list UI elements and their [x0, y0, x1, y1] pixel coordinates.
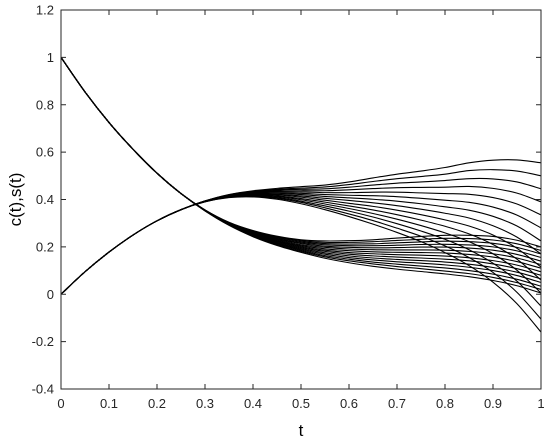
y-tick-label: -0.2 [32, 334, 54, 349]
y-tick-label: 0.6 [36, 145, 54, 160]
x-tick-label: 0.5 [292, 396, 310, 411]
series-line-26 [60, 169, 542, 295]
series-line-13 [60, 57, 542, 248]
y-tick-label: 1.2 [36, 3, 54, 18]
y-tick-label: 0.4 [36, 192, 54, 207]
series-line-11 [60, 57, 542, 255]
series-line-9 [60, 57, 542, 262]
x-tick-label: 0.1 [100, 396, 118, 411]
x-tick-label: 0.7 [388, 396, 406, 411]
x-tick-label: 0.3 [196, 396, 214, 411]
y-axis-label: c(t),s(t) [6, 173, 25, 227]
curves-group [60, 57, 542, 333]
y-tick-label: 1 [47, 50, 54, 65]
y-tick-label: -0.4 [32, 382, 54, 397]
x-axis-label: t [299, 421, 304, 440]
series-line-27 [60, 159, 542, 295]
y-tick-label: 0.8 [36, 97, 54, 112]
series-line-12 [60, 57, 542, 251]
y-axis: -0.4 -0.2 0 0.2 0.4 0.6 0.8 1 1.2 [32, 3, 541, 397]
x-tick-label: 0.8 [436, 396, 454, 411]
series-line-10 [60, 57, 542, 259]
x-tick-label: 0.2 [148, 396, 166, 411]
y-tick-label: 0 [47, 287, 54, 302]
x-axis: 0 0.1 0.2 0.3 0.4 0.5 0.6 0.7 0.8 0.9 1 [57, 10, 545, 411]
y-tick-label: 0.2 [36, 239, 54, 254]
x-tick-label: 1 [537, 396, 544, 411]
x-tick-label: 0.4 [244, 396, 262, 411]
series-line-15 [60, 195, 542, 320]
x-tick-label: 0.6 [340, 396, 358, 411]
x-tick-label: 0 [57, 396, 64, 411]
x-tick-label: 0.9 [484, 396, 502, 411]
